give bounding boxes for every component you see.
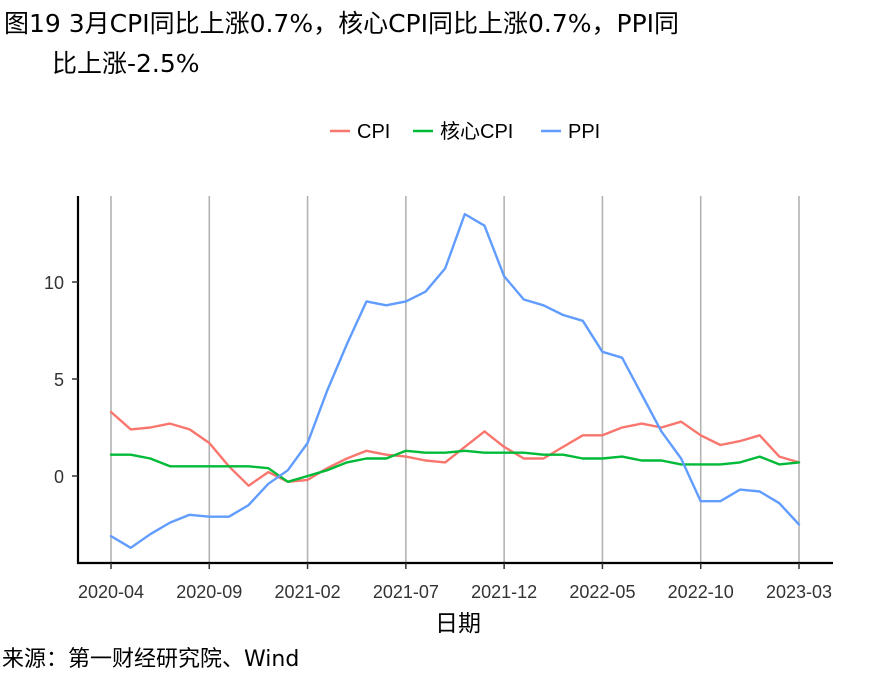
legend: CPI 核心CPI PPI — [330, 120, 600, 143]
chart-title: 图19 3月CPI同比上涨0.7%，核心CPI同比上涨0.7%，PPI同 比上涨… — [4, 4, 864, 84]
x-tick-label: 2022-05 — [569, 582, 635, 602]
x-axis-label: 日期 — [435, 610, 481, 636]
y-tick-label: 5 — [54, 370, 64, 390]
y-tick-label: 0 — [54, 467, 64, 487]
y-tick-label: 10 — [44, 273, 64, 293]
x-tick-label: 2022-10 — [668, 582, 734, 602]
x-tick-label: 2020-09 — [176, 582, 242, 602]
title-line-2: 比上涨-2.5% — [52, 49, 200, 78]
series-line-2 — [109, 212, 801, 549]
legend-label-2: PPI — [568, 121, 600, 143]
x-tick-label: 2020-04 — [78, 582, 144, 602]
legend-label-1: 核心CPI — [440, 120, 513, 143]
title-line-1: 图19 3月CPI同比上涨0.7%，核心CPI同比上涨0.7%，PPI同 — [4, 9, 680, 38]
source-note: 来源：第一财经研究院、Wind — [2, 647, 300, 672]
x-tick-label: 2023-03 — [766, 582, 832, 602]
series-line-0 — [109, 410, 801, 487]
grid-lines — [110, 196, 800, 563]
axes — [72, 196, 833, 569]
series-lines — [109, 212, 801, 549]
x-tick-label: 2021-07 — [373, 582, 439, 602]
x-tick-label: 2021-02 — [275, 582, 341, 602]
legend-label-0: CPI — [357, 121, 390, 143]
x-tick-label: 2021-12 — [471, 582, 537, 602]
tick-labels: 2020-04 2020-09 2021-02 2021-07 2021-12 2022-… — [44, 273, 832, 602]
